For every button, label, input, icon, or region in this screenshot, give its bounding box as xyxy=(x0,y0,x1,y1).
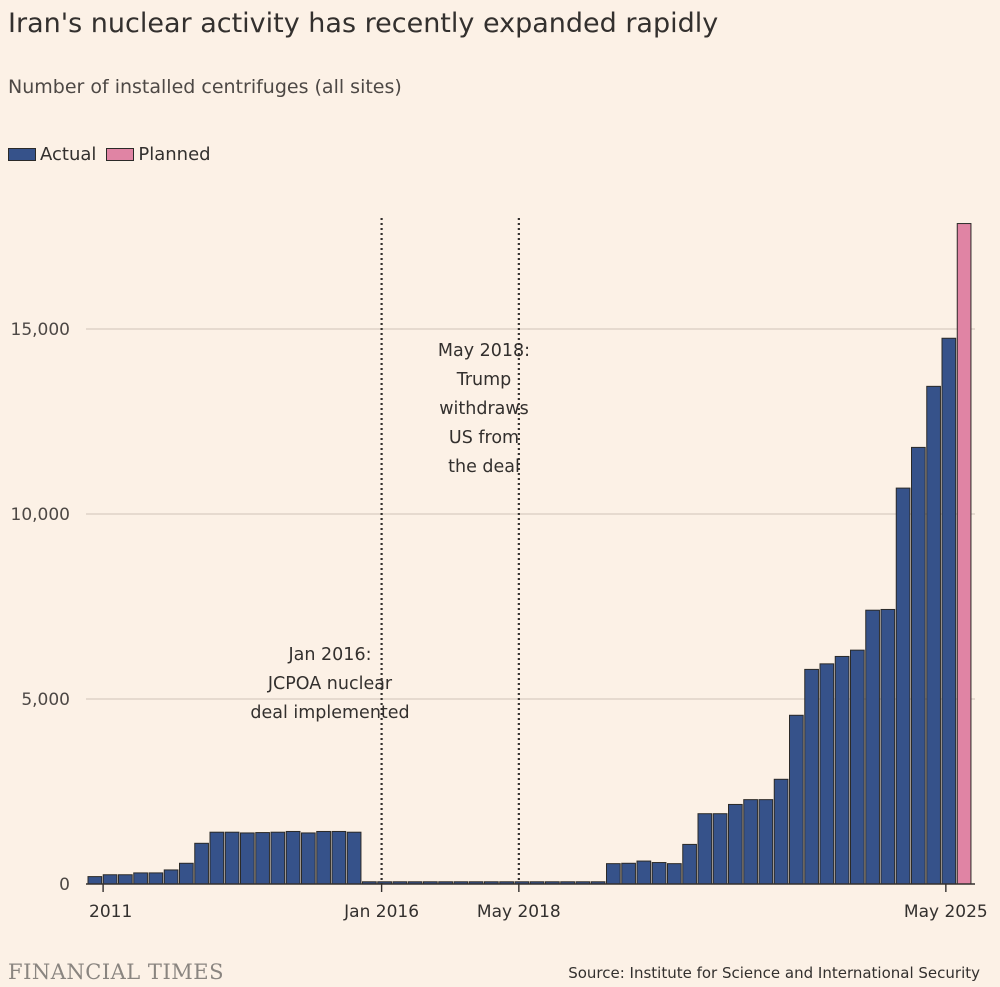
bar-actual xyxy=(834,655,850,885)
bar-planned xyxy=(956,223,972,885)
y-tick-label: 15,000 xyxy=(11,320,70,340)
bar-actual xyxy=(133,872,148,885)
bar-actual xyxy=(728,803,743,885)
bar-actual xyxy=(316,830,331,885)
bar-actual xyxy=(682,843,697,885)
bar-actual xyxy=(102,874,118,885)
y-tick-label: 5,000 xyxy=(21,690,70,710)
bar-actual xyxy=(850,649,865,885)
bar-actual xyxy=(179,862,194,885)
bar-actual xyxy=(697,813,713,885)
event-annotation: May 2018: Trump withdraws US from the deal xyxy=(438,341,530,477)
chart-subtitle: Number of installed centrifuges (all sit… xyxy=(8,76,402,98)
bar-actual xyxy=(301,832,316,885)
bar-actual xyxy=(621,862,636,885)
legend-label-actual: Actual xyxy=(40,144,97,165)
bar-actual xyxy=(118,874,133,885)
event-annotation: Jan 2016: JCPOA nuclear deal implemented xyxy=(250,645,409,723)
bar-actual xyxy=(240,832,255,885)
legend: Actual Planned xyxy=(8,144,221,165)
legend-swatch-planned xyxy=(106,148,135,161)
bar-actual xyxy=(667,863,682,885)
bar-actual xyxy=(819,663,835,885)
bar-actual xyxy=(911,446,926,885)
bar-actual xyxy=(270,831,286,885)
bar-chart: 0 5,000 10,000 15,000 Jan 2016: JCPOA nuclear… xyxy=(11,218,988,922)
bar-actual xyxy=(163,869,179,885)
bar-actual xyxy=(789,714,804,885)
bar-actual xyxy=(880,608,896,885)
x-tick-label: May 2018 xyxy=(477,902,561,922)
bar-actual xyxy=(865,609,880,885)
chart-title: Iran's nuclear activity has recently exp… xyxy=(8,8,719,39)
legend-item-planned: Planned xyxy=(106,144,211,165)
bar-actual xyxy=(285,830,301,885)
bar-actual xyxy=(209,831,225,885)
bar-actual xyxy=(773,778,789,885)
legend-item-actual: Actual xyxy=(8,144,96,165)
legend-swatch-actual xyxy=(8,148,36,161)
bar-actual xyxy=(148,872,164,885)
bar-actual xyxy=(636,860,652,885)
y-tick-label: 0 xyxy=(59,875,70,895)
bar-actual xyxy=(194,842,209,885)
bar-actual xyxy=(926,385,941,885)
bar-actual xyxy=(895,487,911,885)
bar-actual xyxy=(758,799,774,885)
ft-logo: FINANCIAL TIMES xyxy=(8,960,224,984)
bar-actual xyxy=(651,862,667,885)
legend-label-planned: Planned xyxy=(138,144,211,165)
source-note: Source: Institute for Science and Intern… xyxy=(568,964,980,982)
bar-actual xyxy=(87,876,103,885)
x-tick-label: 2011 xyxy=(89,902,132,922)
bar-actual xyxy=(743,799,758,885)
bar-actual xyxy=(346,831,362,885)
x-tick-label: Jan 2016 xyxy=(343,902,419,922)
x-tick-label: May 2025 xyxy=(904,902,988,922)
bar-actual xyxy=(224,831,240,885)
bar-actual xyxy=(804,668,819,885)
bar-actual xyxy=(941,337,957,885)
bar-actual xyxy=(331,830,347,885)
bar-actual xyxy=(255,832,270,885)
y-tick-label: 10,000 xyxy=(11,505,70,525)
bar-actual xyxy=(712,813,728,885)
bar-actual xyxy=(606,863,621,885)
